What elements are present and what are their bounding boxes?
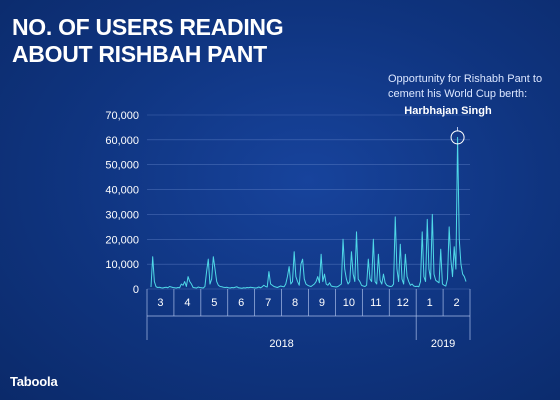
chart-title-line-1: NO. OF USERS READING [12,14,284,40]
month-label: 1 [427,297,433,309]
y-tick-label: 10,000 [105,259,139,271]
y-tick-label: 60,000 [105,135,139,147]
year-label: 2019 [431,338,455,350]
chart-title-line-2: ABOUT RISHBAH PANT [12,41,267,67]
taboola-logo: Taboola [10,374,58,389]
month-label: 9 [319,297,325,309]
y-tick-label: 0 [133,284,139,296]
y-tick-label: 40,000 [105,185,139,197]
annotation-marker-layer [450,127,465,145]
annotation-line-2: cement his World Cup berth: [388,88,528,100]
annotation-author: Harbhajan Singh [404,105,492,117]
month-label: 12 [397,297,409,309]
annotation-line-1: Opportunity for Rishabh Pant to [388,73,543,85]
month-label: 8 [292,297,298,309]
month-label: 7 [265,297,271,309]
y-tick-label: 50,000 [105,160,139,172]
series-layer [150,136,467,289]
month-label: 3 [157,297,163,309]
series-line [150,136,467,289]
y-tick-label: 20,000 [105,234,139,246]
month-label: 11 [370,297,381,309]
month-label: 4 [184,297,190,309]
year-label: 2018 [269,338,293,350]
peak-annotation: Opportunity for Rishabh Pant to cement h… [388,72,548,119]
month-label: 6 [238,297,244,309]
y-tick-label: 70,000 [105,110,139,122]
y-tick-label: 30,000 [105,209,139,221]
y-axis-ticks: 0 10,000 20,000 30,000 40,000 50,000 60,000 70,… [105,110,139,296]
chart-title: NO. OF USERS READING ABOUT RISHBAH PANT [12,14,312,68]
month-label: 2 [453,297,459,309]
peak-marker [450,130,465,145]
month-label: 5 [211,297,217,309]
month-label: 10 [343,297,355,309]
